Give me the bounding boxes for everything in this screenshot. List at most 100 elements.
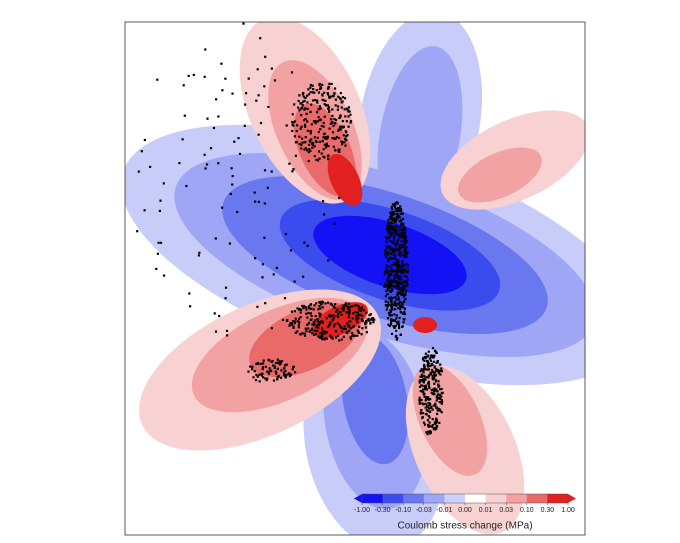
quake (309, 86, 312, 89)
quake (256, 68, 259, 71)
quake (391, 284, 394, 287)
quake (424, 402, 427, 405)
quake (339, 126, 342, 129)
quake (400, 236, 403, 239)
quake (267, 105, 270, 108)
quake (437, 369, 440, 372)
quake (399, 310, 402, 314)
quake (431, 375, 434, 378)
quake (341, 141, 344, 144)
quake (293, 135, 296, 138)
quake (399, 292, 402, 295)
quake (342, 126, 345, 129)
quake (263, 85, 266, 88)
quake (349, 337, 352, 340)
quake (342, 304, 345, 307)
quake (390, 231, 393, 234)
quake (192, 73, 195, 76)
quake (348, 324, 351, 327)
quake (326, 87, 330, 90)
quake (320, 124, 323, 128)
quake (387, 323, 390, 326)
quake (388, 285, 392, 288)
quake (296, 124, 299, 127)
quake (316, 120, 319, 123)
quake (306, 149, 309, 152)
quake (319, 128, 322, 131)
quake (319, 118, 322, 121)
quake (427, 382, 430, 385)
quake (365, 320, 368, 323)
quake (332, 317, 335, 320)
quake (320, 152, 323, 155)
quake (316, 101, 319, 104)
quake (400, 271, 403, 274)
quake (256, 375, 259, 378)
quake (397, 324, 401, 328)
quake (401, 227, 404, 230)
quake (335, 135, 338, 139)
quake (261, 276, 264, 279)
quake (289, 373, 293, 376)
quake (323, 332, 326, 335)
quake (393, 326, 396, 329)
quake (344, 144, 347, 147)
colorbar-tick-label: -1.00 (354, 507, 370, 514)
quake (390, 314, 393, 317)
quake (404, 253, 407, 256)
quake (426, 363, 429, 367)
quake (304, 96, 307, 99)
quake (336, 108, 339, 111)
quake (397, 263, 400, 266)
quake (433, 382, 436, 385)
quake (310, 103, 313, 106)
quake (426, 355, 429, 358)
quake (313, 136, 316, 139)
quake (305, 308, 308, 311)
quake (290, 310, 293, 313)
quake (400, 209, 403, 213)
colorbar-tick-label: 0.03 (499, 507, 513, 514)
quake (307, 311, 310, 315)
quake (333, 222, 336, 225)
quake (421, 390, 424, 393)
quake (420, 384, 423, 387)
quake (338, 339, 341, 342)
quake (346, 134, 349, 137)
quake (323, 115, 326, 118)
quake (136, 230, 139, 233)
quake (337, 316, 340, 319)
quake (258, 373, 261, 376)
quake (330, 118, 333, 121)
quake (431, 418, 434, 421)
quake (257, 362, 260, 365)
quake (342, 309, 345, 312)
quake (396, 293, 399, 296)
quake (424, 355, 427, 359)
quake (358, 331, 361, 334)
quake (328, 82, 331, 85)
quake (276, 361, 280, 364)
quake (396, 273, 399, 276)
quake (397, 215, 400, 218)
quake (343, 141, 346, 144)
quake (398, 226, 401, 229)
quake (405, 246, 408, 249)
quake (293, 280, 296, 283)
quake (421, 358, 425, 361)
quake (331, 114, 334, 117)
quake (395, 233, 398, 236)
lobe (458, 147, 542, 203)
quake (331, 108, 334, 111)
quake (307, 143, 311, 146)
quake (400, 288, 403, 291)
quake (395, 314, 398, 317)
quake (387, 227, 390, 230)
quake (209, 147, 213, 150)
quake (340, 140, 343, 143)
quake (308, 307, 311, 310)
quake (303, 141, 306, 144)
quake (273, 79, 277, 82)
quake (323, 103, 326, 106)
quake (302, 100, 305, 103)
